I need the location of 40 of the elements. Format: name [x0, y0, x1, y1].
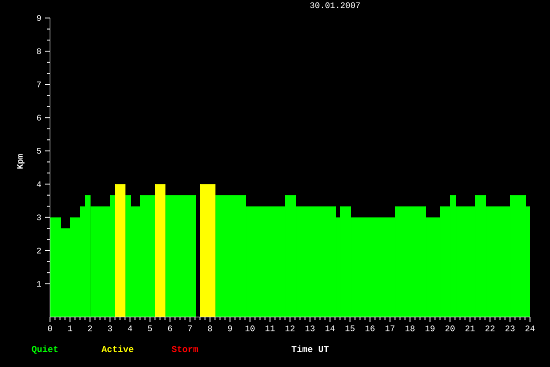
y-axis-title: Kpm — [17, 154, 24, 169]
y-tick-label: 7 — [37, 82, 41, 88]
text: Active — [102, 346, 134, 352]
x-tick-label: 5 — [148, 326, 152, 332]
x-tick-label: 0 — [48, 326, 52, 332]
x-tick-label: 7 — [188, 326, 192, 332]
x-tick-label: 17 — [386, 326, 394, 332]
x-tick-label: 10 — [246, 326, 255, 332]
x-tick-label: 1 — [68, 326, 72, 332]
x-tick-label: 6 — [168, 326, 172, 332]
x-tick-label: 13 — [306, 326, 315, 332]
x-tick-label: 19 — [426, 326, 435, 332]
x-tick-label: 21 — [466, 326, 475, 332]
y-tick-label: 8 — [36, 48, 41, 54]
y-tick-label: 6 — [37, 114, 41, 121]
x-tick-label: 11 — [266, 326, 275, 332]
x-tick-label: 23 — [506, 326, 515, 332]
y-tick-label: 2 — [36, 248, 41, 254]
x-tick-label: 14 — [326, 326, 335, 332]
y-tick-label: 1 — [37, 280, 42, 287]
x-tick-label: 12 — [286, 326, 294, 332]
text: Quiet — [32, 346, 58, 354]
x-tick-label: 22 — [486, 326, 494, 332]
x-tick-label: 3 — [108, 326, 112, 332]
text: Storm — [172, 346, 198, 352]
y-tick-label: 9 — [36, 15, 41, 21]
x-tick-label: 4 — [128, 326, 132, 332]
x-tick-label: 24 — [526, 326, 535, 332]
x-tick-label: 2 — [88, 326, 92, 332]
y-tick-label: 3 — [36, 214, 41, 220]
chart-title: 30.01.2007 — [310, 2, 360, 8]
x-axis-title: Time UT — [292, 346, 329, 352]
x-tick-label: 18 — [406, 326, 415, 332]
x-tick-label: 8 — [208, 326, 212, 332]
x-tick-label: 9 — [228, 326, 232, 332]
x-tick-label: 16 — [366, 326, 375, 332]
x-tick-label: 20 — [446, 326, 455, 332]
y-tick-label: 4 — [36, 181, 42, 187]
x-tick-label: 15 — [346, 326, 355, 332]
y-tick-label: 5 — [36, 148, 41, 154]
